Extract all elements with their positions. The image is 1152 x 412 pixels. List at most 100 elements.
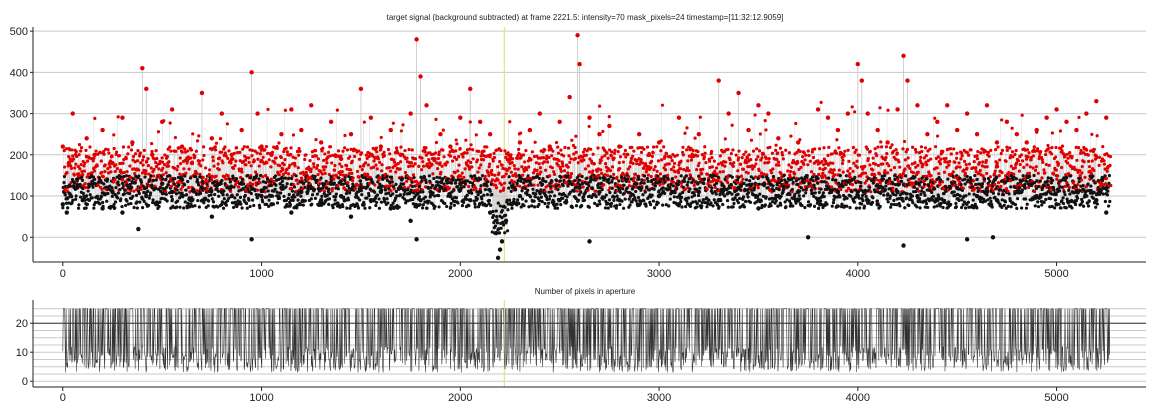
data-point-black	[137, 174, 140, 177]
data-point-red	[756, 155, 759, 158]
data-point-red	[484, 175, 487, 178]
data-point-black	[838, 195, 841, 198]
data-point-black	[278, 197, 281, 200]
data-point-red	[801, 155, 804, 158]
data-point-red	[965, 167, 968, 170]
data-point-black	[449, 205, 452, 208]
data-point-red	[967, 154, 970, 157]
data-point-black	[903, 206, 906, 209]
data-point-red	[112, 133, 115, 136]
data-point-black	[653, 206, 656, 209]
data-point-red	[966, 151, 969, 154]
data-point-red	[472, 157, 475, 160]
data-point-red	[438, 161, 441, 164]
data-point-red	[672, 165, 675, 168]
data-point-red	[777, 161, 780, 164]
data-point-red	[998, 158, 1001, 161]
data-point-red	[589, 148, 592, 151]
data-point-red	[84, 182, 87, 185]
data-point-red	[671, 159, 674, 162]
data-point-black	[1060, 199, 1063, 202]
data-point-black	[657, 201, 660, 204]
data-point-black	[743, 205, 746, 208]
data-point-red	[333, 169, 336, 172]
data-point-red	[298, 150, 301, 153]
data-point-black	[499, 204, 502, 207]
data-point-black	[1036, 200, 1039, 203]
data-point-red	[925, 154, 928, 157]
data-point-red	[994, 148, 997, 151]
data-point-red	[657, 159, 660, 162]
data-point-red	[994, 170, 997, 173]
data-point-red	[740, 175, 743, 178]
data-point-black	[816, 182, 819, 185]
data-point-black	[186, 180, 189, 183]
data-point-red	[346, 148, 349, 151]
data-point-red	[604, 162, 607, 165]
data-point-black	[316, 192, 319, 195]
data-point-red	[232, 167, 235, 170]
data-point-black	[595, 195, 598, 198]
data-point-red	[181, 151, 184, 154]
data-point-black	[380, 201, 383, 204]
data-point-red	[802, 163, 805, 166]
data-point-black	[347, 198, 350, 201]
data-point-black	[621, 187, 624, 190]
data-point-black	[255, 174, 258, 177]
data-point-red	[986, 165, 989, 168]
data-point-black	[177, 183, 180, 186]
data-point-black	[989, 200, 992, 203]
data-point-red	[136, 149, 139, 152]
data-point-black	[114, 186, 117, 189]
data-point-black	[494, 224, 497, 227]
data-point-red	[837, 146, 840, 149]
data-point-red	[619, 155, 622, 158]
data-point-red	[669, 156, 672, 159]
data-point-black	[138, 201, 141, 204]
data-point-red	[877, 164, 880, 167]
data-point-black	[588, 206, 591, 209]
data-point-red	[339, 173, 342, 176]
data-point-red	[561, 164, 564, 167]
data-point-red	[1006, 149, 1009, 152]
data-point-black	[758, 183, 761, 186]
data-point-black	[92, 207, 95, 210]
data-point-red	[813, 147, 816, 150]
data-point-black	[165, 193, 168, 196]
data-point-black	[832, 201, 835, 204]
data-point-black	[653, 188, 656, 191]
data-point-red	[652, 145, 655, 148]
data-point-red	[749, 158, 752, 161]
data-point-red	[684, 188, 687, 191]
data-point-red	[598, 105, 601, 108]
data-point-red	[349, 168, 352, 171]
data-point-red	[434, 118, 437, 121]
data-point-red	[820, 101, 823, 104]
data-point-red	[440, 165, 443, 168]
data-point-black	[455, 196, 458, 199]
data-point-red	[1000, 118, 1003, 121]
data-point-red	[196, 139, 199, 142]
data-point-red	[543, 148, 546, 151]
data-point-red	[350, 172, 353, 175]
data-point-black	[769, 204, 772, 207]
data-point-black	[946, 178, 949, 181]
data-point-black	[85, 206, 88, 209]
data-point-black	[246, 207, 249, 210]
data-point-red	[647, 173, 650, 176]
data-point-black	[223, 197, 226, 200]
data-point-red	[925, 163, 928, 166]
data-point-black	[715, 192, 718, 195]
data-point-red	[115, 150, 118, 153]
data-point-red	[989, 149, 992, 152]
data-point-red	[1035, 165, 1038, 168]
data-point-red	[212, 159, 215, 162]
data-point-red	[297, 166, 300, 169]
data-point-red	[495, 186, 498, 189]
data-point-red	[78, 167, 81, 170]
data-point-black	[813, 184, 816, 187]
data-point-red	[218, 168, 221, 171]
data-point-red	[931, 178, 934, 181]
data-point-red	[981, 160, 984, 163]
data-point-black	[428, 174, 431, 177]
